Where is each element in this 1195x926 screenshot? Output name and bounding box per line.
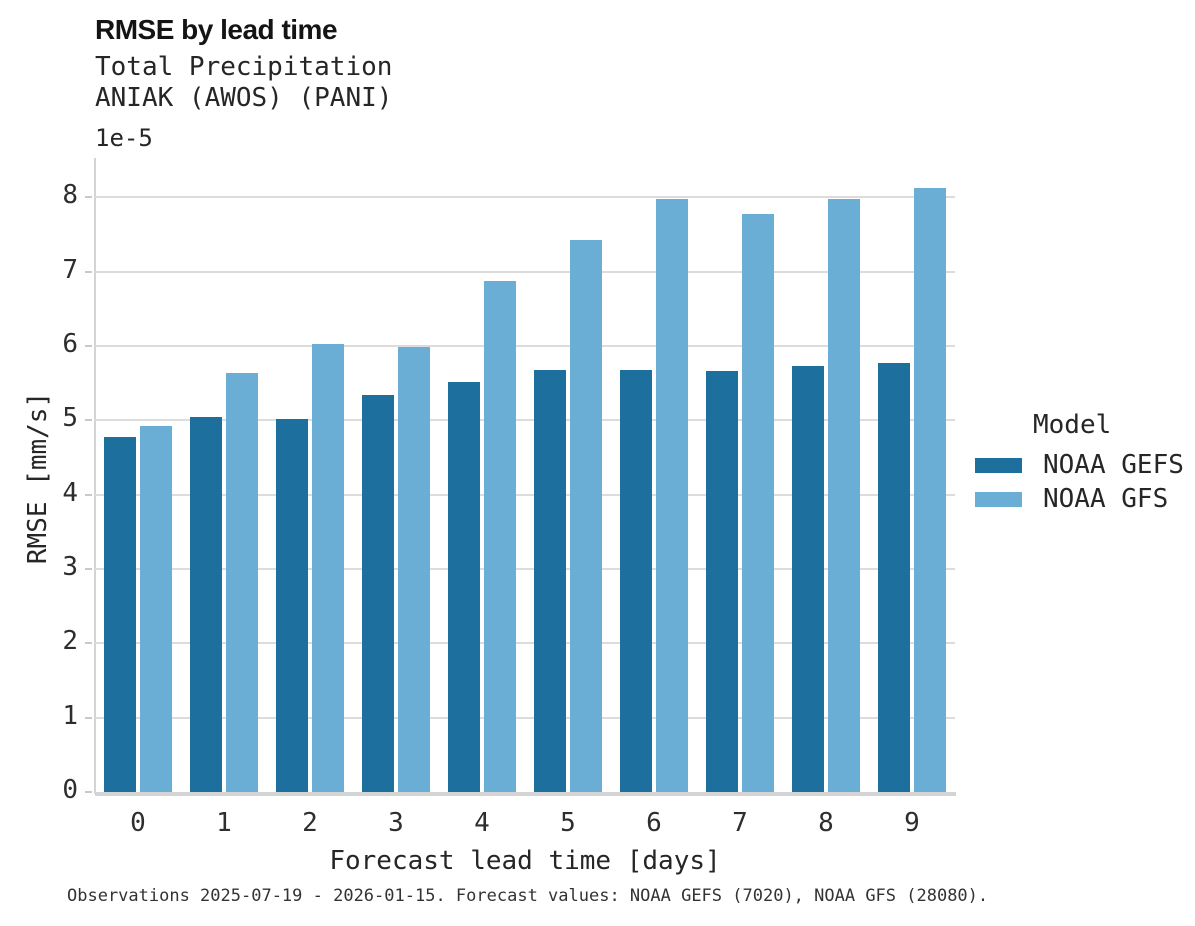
bar-noaa-gfs-day3 (398, 347, 430, 792)
x-tick-label: 5 (560, 808, 576, 838)
x-tick-label: 1 (216, 808, 232, 838)
gridline (95, 419, 955, 422)
x-axis-spine (95, 792, 956, 796)
x-tick-label: 9 (904, 808, 920, 838)
bar-noaa-gfs-day0 (140, 426, 172, 792)
y-axis-offset-label: 1e-5 (95, 124, 153, 152)
x-tick-label: 0 (130, 808, 146, 838)
legend-label: NOAA GFS (1043, 484, 1169, 514)
y-axis-spine (94, 158, 96, 794)
bar-noaa-gefs-day8 (792, 366, 824, 792)
y-tick-mark (85, 716, 92, 719)
bar-noaa-gefs-day7 (706, 371, 738, 792)
y-tick-mark (85, 642, 92, 645)
y-tick-mark (85, 419, 92, 422)
bar-noaa-gfs-day1 (226, 373, 258, 792)
legend-entry: NOAA GFS (975, 482, 1184, 516)
y-tick-mark (85, 791, 92, 793)
y-tick-label: 7 (62, 254, 78, 285)
bar-noaa-gfs-day5 (570, 240, 602, 792)
y-tick-label: 5 (62, 403, 78, 434)
y-tick-label: 6 (62, 328, 78, 359)
bar-noaa-gfs-day9 (914, 188, 946, 792)
gridline (95, 642, 955, 645)
chart-title: RMSE by lead time (95, 14, 338, 45)
y-tick-mark (85, 270, 92, 273)
x-tick-label: 3 (388, 808, 404, 838)
legend-swatch-icon (975, 457, 1022, 473)
bar-noaa-gfs-day4 (484, 281, 516, 792)
legend-entry: NOAA GEFS (975, 448, 1184, 482)
y-tick-label: 0 (62, 775, 78, 805)
legend-label: NOAA GEFS (1043, 450, 1184, 480)
y-tick-mark (85, 567, 92, 570)
bar-noaa-gefs-day3 (362, 395, 394, 792)
y-tick-label: 4 (62, 477, 78, 508)
x-tick-label: 4 (474, 808, 490, 838)
bar-noaa-gfs-day8 (828, 199, 860, 792)
y-tick-label: 2 (62, 626, 78, 657)
gridline (95, 196, 955, 199)
y-tick-mark (85, 196, 92, 199)
x-tick-label: 6 (646, 808, 662, 838)
bar-noaa-gfs-day6 (656, 199, 688, 792)
gridline (95, 344, 955, 347)
chart-subtitle: Total Precipitation ANIAK (AWOS) (PANI) (95, 52, 393, 113)
legend-title: Model (1033, 410, 1112, 440)
x-tick-label: 7 (732, 808, 748, 838)
bar-noaa-gefs-day2 (276, 419, 308, 792)
gridline (95, 270, 955, 273)
legend-entries: NOAA GEFS NOAA GFS (975, 448, 1184, 516)
x-axis-title: Forecast lead time [days] (329, 846, 721, 876)
gridline (95, 493, 955, 496)
bar-noaa-gefs-day0 (104, 437, 136, 792)
gridline (95, 716, 955, 719)
legend: Model NOAA GEFS NOAA GFS (975, 410, 1184, 516)
y-tick-label: 8 (62, 180, 78, 211)
bar-noaa-gefs-day6 (620, 370, 652, 792)
bar-noaa-gfs-day2 (312, 344, 344, 792)
gridline (95, 567, 955, 570)
caption: Observations 2025-07-19 - 2026-01-15. Fo… (67, 886, 989, 906)
bar-noaa-gfs-day7 (742, 214, 774, 792)
x-tick-label: 8 (818, 808, 834, 838)
y-tick-label: 3 (62, 551, 78, 582)
bar-noaa-gefs-day4 (448, 382, 480, 792)
plot-area (95, 160, 955, 792)
y-tick-label: 1 (62, 700, 78, 731)
x-tick-label: 2 (302, 808, 318, 838)
y-tick-mark (85, 344, 92, 347)
bar-noaa-gefs-day9 (878, 363, 910, 792)
bar-noaa-gefs-day5 (534, 370, 566, 792)
y-tick-mark (85, 493, 92, 496)
legend-swatch-icon (975, 491, 1022, 507)
bar-noaa-gefs-day1 (190, 417, 222, 792)
